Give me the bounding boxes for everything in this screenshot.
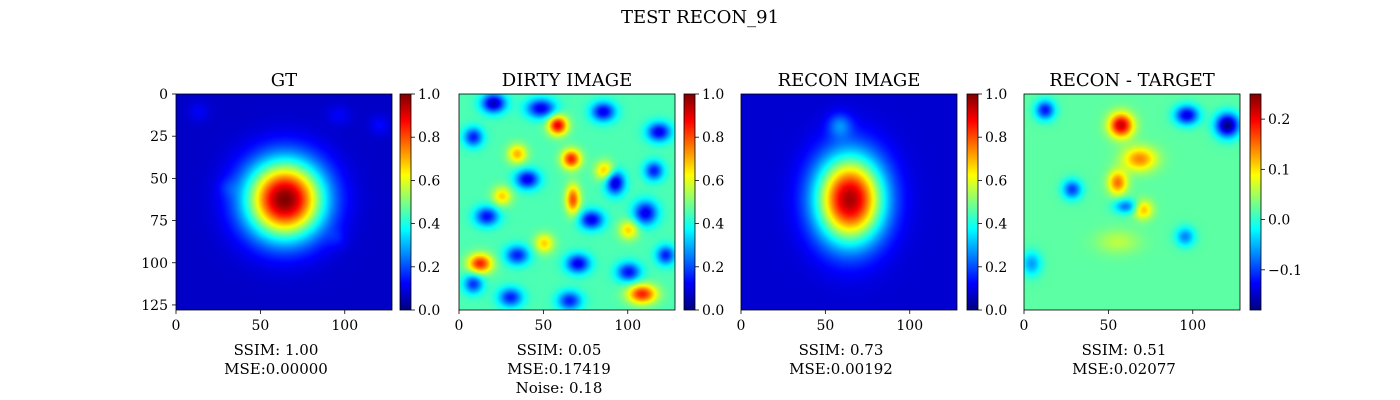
x-tick-label: 0 xyxy=(455,318,464,334)
colorbar-tick-label: 0.2 xyxy=(702,260,724,276)
figure-title: TEST RECON_91 xyxy=(621,7,779,28)
colorbar-tick-label: 0.6 xyxy=(418,173,440,189)
y-tick-label: 50 xyxy=(150,171,168,187)
plot-frame xyxy=(175,93,393,311)
colorbar-tick-label: 0.0 xyxy=(985,303,1007,319)
colorbar-tick-label: 1.0 xyxy=(985,87,1007,103)
y-tick-label: 75 xyxy=(150,214,168,230)
colorbar xyxy=(966,93,979,311)
x-tick-label: 100 xyxy=(1179,318,1206,334)
colorbar-tick-label: 0.6 xyxy=(702,173,724,189)
plot-frame xyxy=(1023,93,1241,311)
plot-frame xyxy=(458,93,676,311)
colorbar-tick-label: 0.8 xyxy=(702,130,724,146)
colorbar-tick-label: 1.0 xyxy=(702,87,724,103)
panel-title: DIRTY IMAGE xyxy=(502,70,632,91)
heatmap-image xyxy=(459,94,675,310)
metric-label: SSIM: 0.73 xyxy=(799,341,884,359)
x-tick-label: 0 xyxy=(737,318,746,334)
panel-3: RECON IMAGE 0 50 100 0.0 0.2 0.4 0.6 0.8 1.0 SSIM:… xyxy=(737,70,1008,378)
x-tick-label: 100 xyxy=(331,318,358,334)
colorbar-tick-label: 0.6 xyxy=(985,173,1007,189)
plot-frame xyxy=(740,93,958,311)
metric-label: MSE:0.00192 xyxy=(789,360,893,378)
colorbar-tick-label: 0.4 xyxy=(702,217,724,233)
x-tick-label: 50 xyxy=(816,318,834,334)
y-tick-label: 125 xyxy=(141,298,168,314)
x-tick-label: 100 xyxy=(896,318,923,334)
panel-title: GT xyxy=(271,70,297,91)
x-tick-label: 0 xyxy=(1020,318,1029,334)
panels: GT 0 50 100 0 25 50 75 100 125 0.0 0.2 0.4 0.6 0.8 1.0 S… xyxy=(141,70,1302,397)
colorbar-tick-label: 0.2 xyxy=(418,260,440,276)
colorbar-tick-label: −0.1 xyxy=(1268,263,1302,279)
colorbar-tick-label: 1.0 xyxy=(418,87,440,103)
colorbar-tick-label: 0.2 xyxy=(985,260,1007,276)
metric-label: MSE:0.17419 xyxy=(507,360,611,378)
metric-label: MSE:0.02077 xyxy=(1072,360,1176,378)
colorbar xyxy=(683,93,696,311)
x-tick-label: 50 xyxy=(1099,318,1117,334)
colorbar xyxy=(399,93,412,311)
colorbar-tick-label: 0.0 xyxy=(418,303,440,319)
colorbar-tick-label: 0.4 xyxy=(418,217,440,233)
metric-label: SSIM: 1.00 xyxy=(234,341,319,359)
colorbar-tick-label: 0.2 xyxy=(1268,112,1290,128)
y-tick-label: 100 xyxy=(141,256,168,272)
metric-label: SSIM: 0.05 xyxy=(517,341,602,359)
colorbar xyxy=(1249,93,1262,311)
heatmap-image xyxy=(1024,94,1240,310)
colorbar-tick-label: 0.4 xyxy=(985,217,1007,233)
metric-label: Noise: 0.18 xyxy=(516,379,603,397)
panel-1: GT 0 50 100 0 25 50 75 100 125 0.0 0.2 0.4 0.6 0.8 1.0 S… xyxy=(141,70,440,378)
metric-label: MSE:0.00000 xyxy=(224,360,328,378)
x-tick-label: 100 xyxy=(614,318,641,334)
x-tick-label: 0 xyxy=(172,318,181,334)
y-tick-label: 0 xyxy=(159,87,168,103)
heatmap-image xyxy=(176,94,392,310)
metric-label: SSIM: 0.51 xyxy=(1082,341,1167,359)
colorbar-tick-label: 0.1 xyxy=(1268,162,1290,178)
panel-title: RECON - TARGET xyxy=(1049,70,1215,91)
heatmap-image xyxy=(741,94,957,310)
colorbar-tick-label: 0.0 xyxy=(1268,213,1290,229)
x-tick-label: 50 xyxy=(251,318,269,334)
panel-title: RECON IMAGE xyxy=(778,70,921,91)
panel-2: DIRTY IMAGE 0 50 100 0.0 0.2 0.4 0.6 0.8 1.0 SSIM:… xyxy=(455,70,725,397)
colorbar-tick-label: 0.8 xyxy=(418,130,440,146)
colorbar-tick-label: 0.8 xyxy=(985,130,1007,146)
colorbar-tick-label: 0.0 xyxy=(702,303,724,319)
y-tick-label: 25 xyxy=(150,129,168,145)
panel-4: RECON - TARGET 0 50 100 0.2 0.1 0.0 −0.1 SSIM: 0… xyxy=(1020,70,1302,378)
x-tick-label: 50 xyxy=(534,318,552,334)
